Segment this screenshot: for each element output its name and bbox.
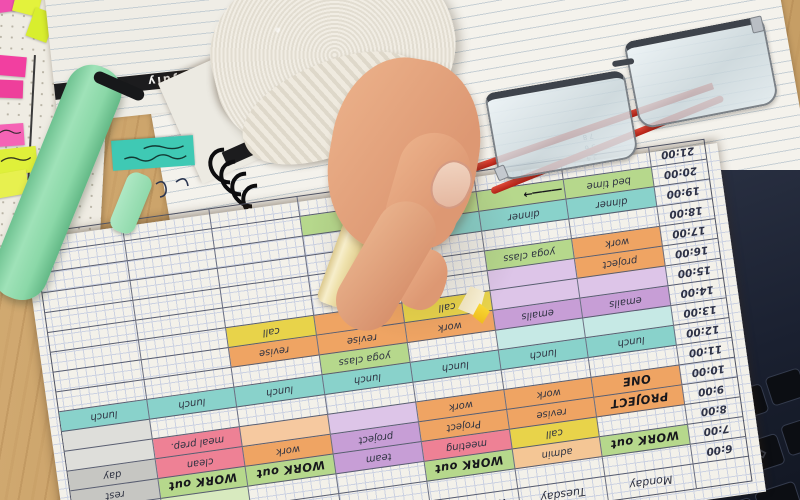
sticky-tab-pink-3 <box>0 79 24 99</box>
teal-sticky-note <box>111 135 195 171</box>
key-fn[interactable] <box>764 367 800 407</box>
sticky-tab-pink-2 <box>0 54 27 78</box>
sticky-tab-yellow-3 <box>0 145 39 177</box>
key-blank-1[interactable] <box>779 415 800 457</box>
sticky-tab-pink-4 <box>0 123 25 147</box>
